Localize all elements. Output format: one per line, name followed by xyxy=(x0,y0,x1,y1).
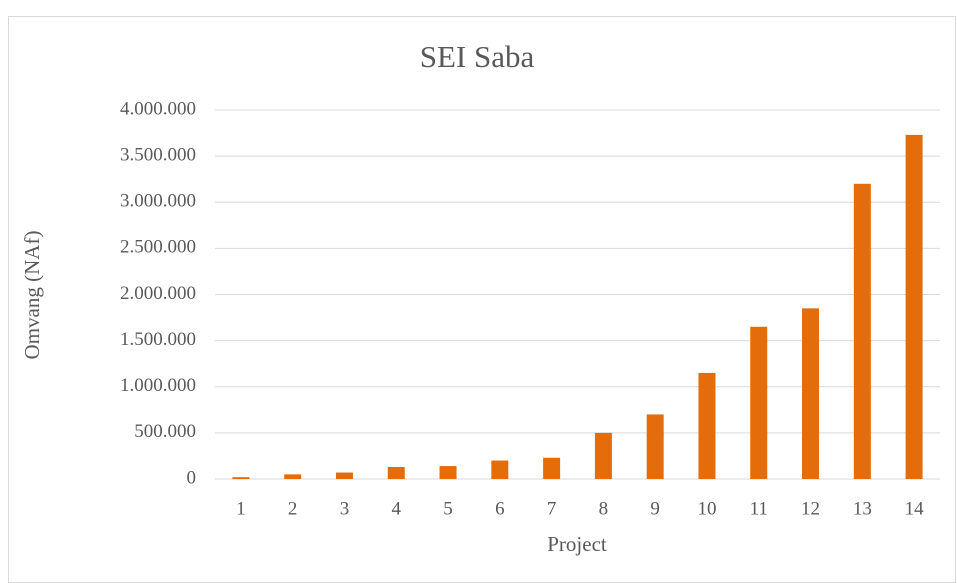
x-tick-label: 12 xyxy=(801,498,820,519)
x-tick-label: 11 xyxy=(750,498,768,519)
x-axis-title: Project xyxy=(547,532,607,556)
y-tick-label: 3.000.000 xyxy=(120,191,196,212)
bar xyxy=(335,472,353,479)
bar xyxy=(646,414,664,479)
bar xyxy=(853,183,871,480)
x-tick-label: 6 xyxy=(495,498,505,519)
bar xyxy=(284,474,302,479)
x-tick-label: 7 xyxy=(547,498,557,519)
chart-title: SEI Saba xyxy=(420,39,535,74)
x-tick-label: 13 xyxy=(853,498,872,519)
y-tick-label: 500.000 xyxy=(134,421,196,442)
y-tick-label: 1.500.000 xyxy=(120,329,196,350)
x-tick-label: 5 xyxy=(443,498,453,519)
x-tick-label: 14 xyxy=(905,498,925,519)
bar xyxy=(491,460,509,479)
bar xyxy=(232,477,250,479)
bar xyxy=(750,326,768,479)
x-tick-label: 10 xyxy=(697,498,716,519)
x-tick-label: 2 xyxy=(288,498,298,519)
x-tick-label: 4 xyxy=(392,498,402,519)
y-tick-label: 2.500.000 xyxy=(120,237,196,258)
y-tick-label: 0 xyxy=(187,467,197,488)
bar xyxy=(543,457,561,479)
bar xyxy=(439,466,457,479)
bar xyxy=(698,372,716,479)
bar xyxy=(594,432,612,479)
y-tick-label: 4.000.000 xyxy=(120,98,196,119)
bar xyxy=(905,134,923,479)
bar xyxy=(802,308,820,479)
x-tick-label: 9 xyxy=(650,498,660,519)
y-tick-label: 2.000.000 xyxy=(120,283,196,304)
y-tick-label: 1.000.000 xyxy=(120,375,196,396)
y-axis-title: Omvang (NAf) xyxy=(20,231,44,360)
y-tick-label: 3.500.000 xyxy=(120,144,196,165)
bar xyxy=(387,467,405,479)
x-tick-label: 3 xyxy=(340,498,350,519)
chart-frame xyxy=(8,16,956,583)
x-tick-label: 8 xyxy=(599,498,609,519)
x-tick-label: 1 xyxy=(236,498,246,519)
